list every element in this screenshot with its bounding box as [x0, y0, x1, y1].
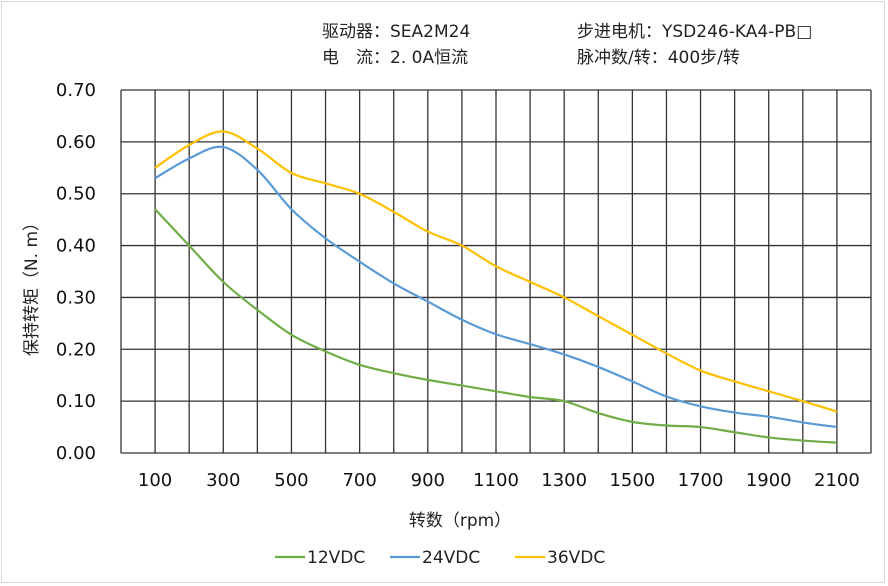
- y-tick-label: 0.20: [56, 339, 96, 360]
- legend-label-24vdc: 24VDC: [422, 548, 480, 568]
- y-tick-label: 0.30: [56, 287, 96, 308]
- y-tick-label: 0.00: [56, 443, 96, 464]
- pulses-info: 脉冲数/转：400步/转: [577, 48, 740, 68]
- y-tick-label: 0.40: [56, 236, 96, 257]
- x-tick-label: 700: [342, 470, 376, 491]
- x-tick-label: 1700: [678, 470, 724, 491]
- x-tick-label: 1900: [746, 470, 792, 491]
- series-line-36vdc: [154, 130, 838, 413]
- x-tick-label: 500: [274, 470, 308, 491]
- x-tick-label: 1100: [473, 470, 519, 491]
- motor-info: 步进电机：YSD246-KA4-PB□: [577, 22, 813, 42]
- x-tick-label: 300: [206, 470, 240, 491]
- y-tick-label: 0.60: [56, 132, 96, 153]
- legend-label-12vdc: 12VDC: [307, 548, 365, 568]
- x-tick-label: 2100: [814, 470, 860, 491]
- y-tick-label: 0.70: [56, 80, 96, 101]
- y-axis-label: 保持转矩（N. m）: [22, 214, 42, 356]
- legend-label-36vdc: 36VDC: [547, 548, 605, 568]
- current-info: 电 流：2. 0A恒流: [322, 48, 469, 68]
- x-tick-label: 100: [138, 470, 172, 491]
- x-tick-label: 900: [411, 470, 445, 491]
- x-axis-label: 转数（rpm）: [409, 511, 511, 531]
- y-tick-label: 0.10: [56, 391, 96, 412]
- series-line-12vdc: [154, 208, 837, 444]
- x-tick-label: 1300: [541, 470, 587, 491]
- x-tick-label: 1500: [609, 470, 655, 491]
- driver-info: 驱动器：SEA2M24: [322, 22, 471, 42]
- series-line-24vdc: [154, 145, 838, 429]
- y-tick-label: 0.50: [56, 184, 96, 205]
- series-lines: [154, 130, 838, 444]
- tick-labels: 100 300 500 700 900 1100 1300 1500 1700 1900 2100 0…: [56, 80, 860, 491]
- legend: 12VDC 24VDC 36VDC: [275, 548, 605, 568]
- grid: [120, 89, 872, 454]
